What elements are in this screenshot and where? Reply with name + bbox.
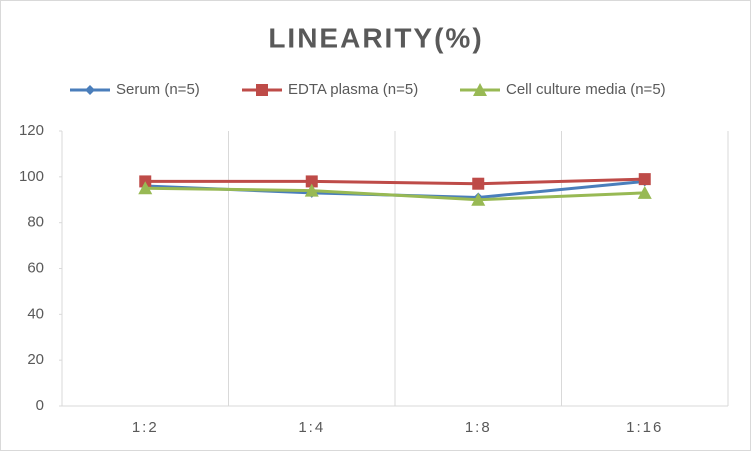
legend-label: Cell culture media (n=5) xyxy=(506,81,666,98)
marker xyxy=(85,85,95,95)
x-tick-label: 1:2 xyxy=(132,419,159,436)
y-tick-label: 60 xyxy=(27,259,44,276)
y-tick-label: 40 xyxy=(27,305,44,322)
series-line xyxy=(145,177,645,186)
marker xyxy=(638,173,651,186)
x-tick-label: 1:16 xyxy=(626,419,663,436)
marker xyxy=(473,83,487,96)
marker xyxy=(256,84,268,96)
x-tick-label: 1:4 xyxy=(298,419,325,436)
marker xyxy=(305,175,318,188)
y-tick-label: 20 xyxy=(27,351,44,368)
legend-label: EDTA plasma (n=5) xyxy=(288,81,418,98)
marker xyxy=(637,185,652,199)
legend-label: Serum (n=5) xyxy=(116,81,200,98)
y-tick-label: 120 xyxy=(19,122,44,139)
y-tick-label: 100 xyxy=(19,168,44,185)
chart-title: LINEARITY(%) xyxy=(268,22,483,53)
y-tick-label: 0 xyxy=(36,397,44,414)
marker xyxy=(472,177,485,190)
x-tick-label: 1:8 xyxy=(465,419,492,436)
marker xyxy=(304,183,319,197)
series-line xyxy=(145,186,645,202)
marker xyxy=(471,192,486,206)
marker xyxy=(138,181,153,195)
y-tick-label: 80 xyxy=(27,214,44,231)
